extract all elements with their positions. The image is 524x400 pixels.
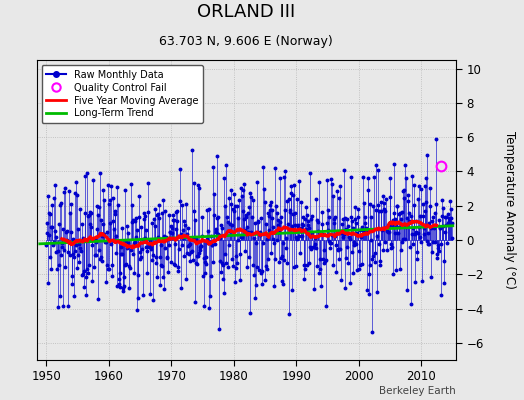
Text: Berkeley Earth: Berkeley Earth (379, 386, 456, 396)
Text: ORLAND III: ORLAND III (197, 3, 296, 21)
Text: 63.703 N, 9.606 E (Norway): 63.703 N, 9.606 E (Norway) (159, 35, 333, 48)
Legend: Raw Monthly Data, Quality Control Fail, Five Year Moving Average, Long-Term Tren: Raw Monthly Data, Quality Control Fail, … (41, 65, 203, 123)
Y-axis label: Temperature Anomaly (°C): Temperature Anomaly (°C) (503, 131, 516, 289)
